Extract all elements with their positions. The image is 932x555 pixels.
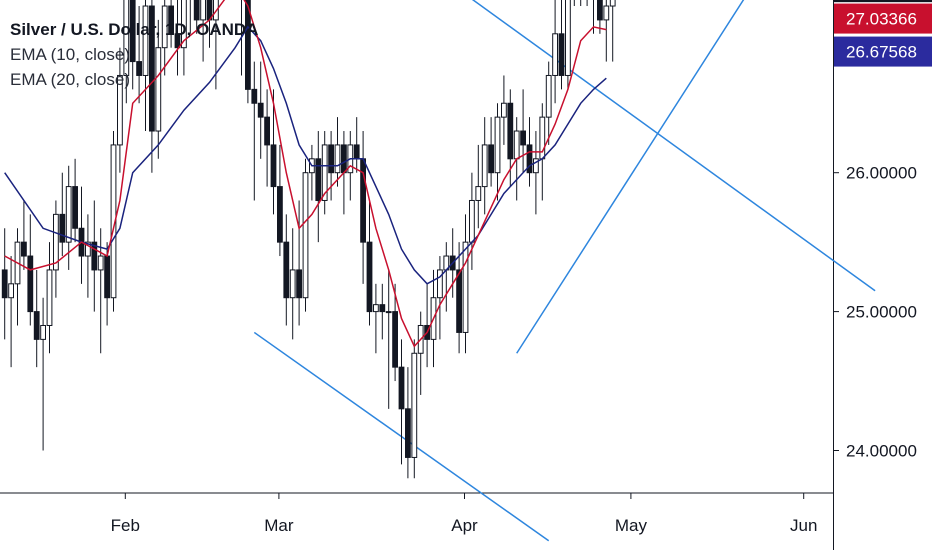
candle-body[interactable] <box>501 102 507 118</box>
candle-body[interactable] <box>251 88 258 104</box>
candle-body[interactable] <box>533 158 539 174</box>
y-tick-label: 26.00000 <box>846 164 917 183</box>
candle-body[interactable] <box>469 199 475 243</box>
candle-body[interactable] <box>213 0 219 21</box>
ema10-line <box>4 0 607 348</box>
candle-body[interactable] <box>174 33 181 49</box>
candle-body[interactable] <box>277 186 283 243</box>
legend-title: Silver / U.S. Dollar, 1D, OANDA <box>10 20 259 39</box>
candle-body[interactable] <box>513 130 520 160</box>
candle-body[interactable] <box>27 255 34 313</box>
candle-body[interactable] <box>373 304 379 313</box>
candle-body[interactable] <box>488 144 495 174</box>
candle-body[interactable] <box>129 0 136 63</box>
price-tag-last <box>834 0 932 3</box>
candle-body[interactable] <box>597 0 603 21</box>
x-tick-label: Apr <box>451 516 478 535</box>
candle-body[interactable] <box>456 269 463 333</box>
candle-body[interactable] <box>85 241 91 257</box>
price-tag-label-ema20: 26.67568 <box>846 43 917 62</box>
candle-body[interactable] <box>1 269 8 299</box>
trendline-3[interactable] <box>516 0 869 354</box>
candle-body[interactable] <box>481 144 488 188</box>
x-tick-label: Mar <box>264 516 294 535</box>
candle-body[interactable] <box>257 102 264 118</box>
chart-legend: Silver / U.S. Dollar, 1D, OANDA EMA (10,… <box>10 17 258 92</box>
x-tick-label: Jun <box>790 516 817 535</box>
candle-body[interactable] <box>526 144 533 174</box>
candle-body[interactable] <box>193 0 200 21</box>
candle-body[interactable] <box>392 311 399 368</box>
candle-body[interactable] <box>366 241 373 313</box>
candle-body[interactable] <box>321 144 328 201</box>
candle-body[interactable] <box>565 0 571 76</box>
candle-body[interactable] <box>46 269 53 326</box>
candle-body[interactable] <box>552 33 559 76</box>
candle-body[interactable] <box>283 241 290 299</box>
candle-body[interactable] <box>462 241 469 333</box>
candle-body[interactable] <box>609 0 616 7</box>
candle-body[interactable] <box>545 74 552 118</box>
candle-body[interactable] <box>405 408 411 458</box>
candle-body[interactable] <box>520 130 527 146</box>
candle-body[interactable] <box>181 0 187 49</box>
price-tag-ema10 <box>834 3 932 34</box>
candle-body[interactable] <box>302 172 309 299</box>
candle-body[interactable] <box>8 283 14 299</box>
ema20-line <box>4 25 607 285</box>
candle-body[interactable] <box>411 352 418 458</box>
candle-body[interactable] <box>97 255 104 271</box>
candle-body[interactable] <box>104 255 110 299</box>
price-tag-label-ema10: 27.03366 <box>846 10 917 29</box>
candle-body[interactable] <box>110 144 117 299</box>
candle-body[interactable] <box>21 241 27 257</box>
candle-body[interactable] <box>136 61 142 76</box>
candle-body[interactable] <box>161 5 168 49</box>
candle-body[interactable] <box>398 366 405 410</box>
legend-ema20: EMA (20, close) <box>10 70 130 89</box>
candle-body[interactable] <box>65 186 72 243</box>
candle-body[interactable] <box>507 102 514 160</box>
candle-body[interactable] <box>341 144 347 174</box>
candle-body[interactable] <box>123 0 130 76</box>
candle-body[interactable] <box>40 324 47 340</box>
candle-body[interactable] <box>149 5 155 132</box>
candle-body[interactable] <box>264 116 271 146</box>
candle-body[interactable] <box>270 144 277 188</box>
candle-body[interactable] <box>200 0 206 21</box>
candle-body[interactable] <box>142 5 149 76</box>
candle-body[interactable] <box>385 311 392 314</box>
candle-body[interactable] <box>475 186 482 201</box>
candle-body[interactable] <box>117 74 123 146</box>
price-tag-ema20 <box>834 36 932 67</box>
candle-body[interactable] <box>72 186 78 229</box>
candle-body[interactable] <box>494 116 501 174</box>
legend-ema10: EMA (10, close) <box>10 45 130 64</box>
candle-body[interactable] <box>334 144 341 174</box>
candle-body[interactable] <box>59 213 66 243</box>
candle-body[interactable] <box>353 144 360 160</box>
candle-body[interactable] <box>289 269 296 299</box>
candle-body[interactable] <box>91 241 98 271</box>
candle-body[interactable] <box>315 158 322 201</box>
candle-body[interactable] <box>155 47 162 132</box>
candle-body[interactable] <box>296 269 303 299</box>
candle-body[interactable] <box>437 269 443 299</box>
candle-body[interactable] <box>33 311 40 340</box>
candle-body[interactable] <box>53 213 59 271</box>
candle-body[interactable] <box>379 304 386 313</box>
candle-body[interactable] <box>245 0 251 90</box>
candle-body[interactable] <box>168 5 174 35</box>
candle-body[interactable] <box>558 33 565 76</box>
y-tick-label: 25.00000 <box>846 303 917 322</box>
x-tick-label: May <box>615 516 648 535</box>
y-tick-label: 24.00000 <box>846 442 917 461</box>
candle-body[interactable] <box>603 5 610 21</box>
candle-body[interactable] <box>328 144 335 174</box>
x-tick-label: Feb <box>111 516 140 535</box>
